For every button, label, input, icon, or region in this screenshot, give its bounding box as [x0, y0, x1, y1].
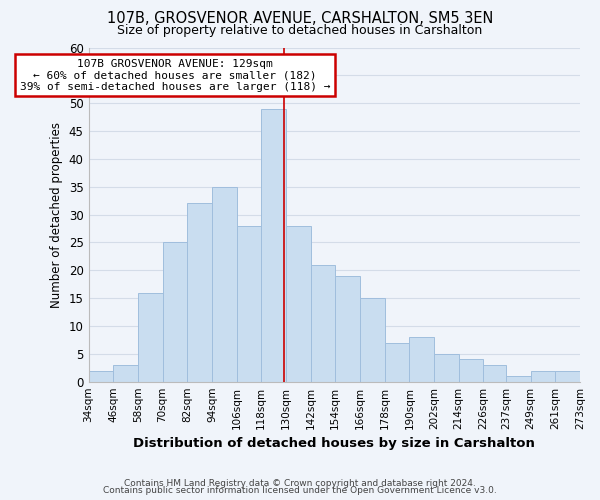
Text: Contains public sector information licensed under the Open Government Licence v3: Contains public sector information licen… — [103, 486, 497, 495]
Text: Contains HM Land Registry data © Crown copyright and database right 2024.: Contains HM Land Registry data © Crown c… — [124, 478, 476, 488]
Text: 107B GROSVENOR AVENUE: 129sqm
← 60% of detached houses are smaller (182)
39% of : 107B GROSVENOR AVENUE: 129sqm ← 60% of d… — [20, 58, 330, 92]
Bar — [138, 292, 163, 382]
Bar — [286, 226, 311, 382]
Bar — [434, 354, 458, 382]
Bar — [335, 276, 360, 382]
Bar — [530, 370, 556, 382]
Bar — [311, 264, 335, 382]
Bar — [409, 337, 434, 382]
Bar — [556, 370, 580, 382]
Bar — [236, 226, 261, 382]
Bar — [89, 370, 113, 382]
Text: 107B, GROSVENOR AVENUE, CARSHALTON, SM5 3EN: 107B, GROSVENOR AVENUE, CARSHALTON, SM5 … — [107, 11, 493, 26]
Bar — [506, 376, 530, 382]
Bar — [163, 242, 187, 382]
Text: Size of property relative to detached houses in Carshalton: Size of property relative to detached ho… — [118, 24, 482, 37]
Bar — [187, 204, 212, 382]
Bar — [212, 186, 236, 382]
Bar — [261, 109, 286, 382]
X-axis label: Distribution of detached houses by size in Carshalton: Distribution of detached houses by size … — [133, 437, 535, 450]
Bar — [484, 365, 506, 382]
Bar — [360, 298, 385, 382]
Y-axis label: Number of detached properties: Number of detached properties — [50, 122, 63, 308]
Bar — [458, 360, 484, 382]
Bar — [113, 365, 138, 382]
Bar — [385, 342, 409, 382]
